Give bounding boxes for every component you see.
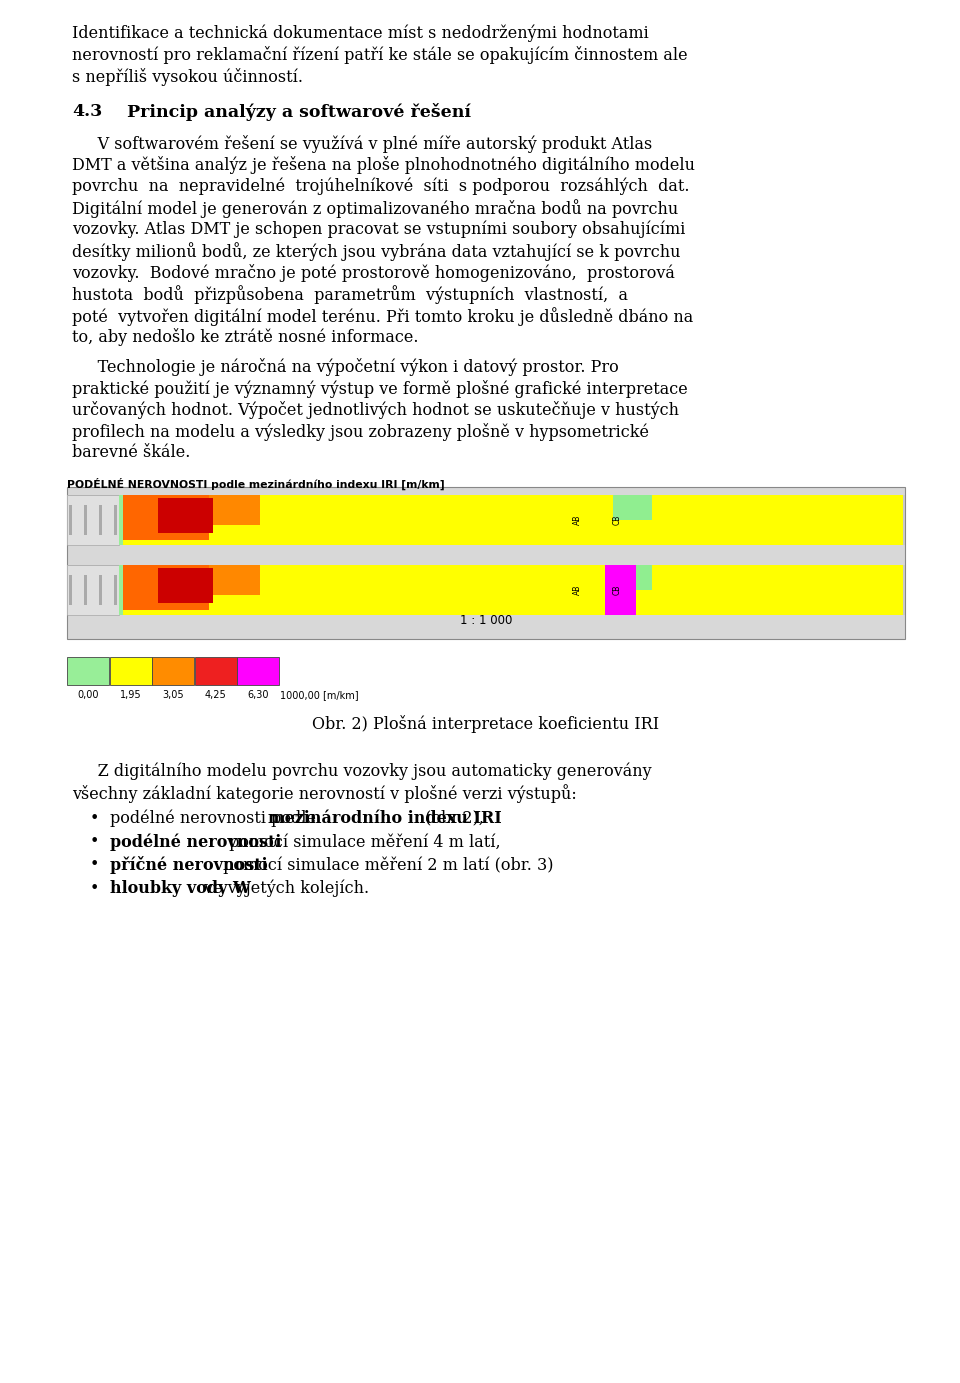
Text: pomocí simulace měření 4 m latí,: pomocí simulace měření 4 m latí,	[224, 833, 500, 851]
Bar	[209, 495, 260, 526]
Text: hloubky vody W: hloubky vody W	[110, 880, 251, 896]
Text: •: •	[89, 880, 99, 896]
Text: AB: AB	[573, 585, 582, 596]
Bar	[109, 657, 152, 685]
Text: podélné nerovnosti podle: podélné nerovnosti podle	[110, 810, 322, 827]
Bar	[99, 505, 102, 535]
Text: •: •	[89, 833, 99, 851]
Text: praktické použití je významný výstup ve formě plošné grafické interpretace: praktické použití je významný výstup ve …	[72, 380, 687, 398]
Bar	[84, 575, 87, 606]
Bar	[605, 566, 636, 615]
Text: Digitální model je generován z optimalizovaného mračna bodů na povrchu: Digitální model je generován z optimaliz…	[72, 199, 679, 219]
Text: vozovky. Atlas DMT je schopen pracovat se vstupními soubory obsahujícími: vozovky. Atlas DMT je schopen pracovat s…	[72, 221, 685, 238]
Text: Princip analýzy a softwarové řešení: Princip analýzy a softwarové řešení	[127, 104, 471, 122]
Bar	[99, 575, 102, 606]
Text: vozovky.  Bodové mračno je poté prostorově homogenizováno,  prostorová: vozovky. Bodové mračno je poté prostorov…	[72, 264, 675, 282]
Bar	[67, 566, 119, 615]
Text: PODÉLNÉ NEROVNOSTI podle mezinárdního indexu IRI [m/km]: PODÉLNÉ NEROVNOSTI podle mezinárdního in…	[67, 477, 444, 490]
FancyBboxPatch shape	[67, 487, 905, 639]
Text: (obr.2),: (obr.2),	[420, 810, 484, 827]
Bar	[114, 575, 117, 606]
Text: barevné škále.: barevné škále.	[72, 444, 190, 462]
Text: Identifikace a technická dokumentace míst s nedodrženými hodnotami: Identifikace a technická dokumentace mís…	[72, 25, 649, 43]
Text: CB: CB	[612, 514, 621, 526]
Bar	[119, 566, 123, 615]
Text: ve vyjetých kolejích.: ve vyjetých kolejích.	[199, 880, 369, 898]
Bar	[123, 566, 209, 610]
Bar	[123, 495, 209, 541]
Text: profilech na modelu a výsledky jsou zobrazeny plošně v hypsometrické: profilech na modelu a výsledky jsou zobr…	[72, 423, 649, 441]
Text: 1000,00 [m/km]: 1000,00 [m/km]	[279, 690, 358, 700]
Bar	[612, 495, 652, 520]
Text: podélné nerovnosti: podélné nerovnosti	[110, 833, 281, 851]
Text: příčné nerovnosti: příčné nerovnosti	[110, 856, 268, 874]
Bar	[67, 657, 109, 685]
Text: 4,25: 4,25	[204, 690, 227, 700]
Bar	[67, 495, 905, 545]
Bar	[158, 568, 213, 603]
Text: •: •	[89, 856, 99, 873]
Text: poté  vytvořen digitální model terénu. Při tomto kroku je důsledně dbáno na: poté vytvořen digitální model terénu. Př…	[72, 307, 693, 325]
Text: V softwarovém řešení se využívá v plné míře autorský produkt Atlas: V softwarovém řešení se využívá v plné m…	[72, 134, 652, 152]
Bar	[612, 566, 652, 591]
Text: desítky milionů bodů, ze kterých jsou vybrána data vztahující se k povrchu: desítky milionů bodů, ze kterých jsou vy…	[72, 242, 681, 261]
Bar	[195, 657, 236, 685]
Bar	[209, 566, 260, 595]
Bar	[67, 495, 119, 545]
Bar	[69, 575, 72, 606]
Text: hustota  bodů  přizpůsobena  parametrům  výstupních  vlastností,  a: hustota bodů přizpůsobena parametrům výs…	[72, 285, 628, 304]
Text: nerovností pro reklamační řízení patří ke stále se opakujícím činnostem ale: nerovností pro reklamační řízení patří k…	[72, 47, 687, 65]
Text: určovaných hodnot. Výpočet jednotlivých hodnot se uskutečňuje v hustých: určovaných hodnot. Výpočet jednotlivých …	[72, 401, 679, 419]
Text: 6,30: 6,30	[248, 690, 269, 700]
Bar	[237, 657, 279, 685]
Text: to, aby nedošlo ke ztrátě nosné informace.: to, aby nedošlo ke ztrátě nosné informac…	[72, 328, 419, 346]
Text: Technologie je náročná na výpočetní výkon i datový prostor. Pro: Technologie je náročná na výpočetní výko…	[72, 358, 619, 376]
Bar	[119, 495, 123, 545]
Text: 4.3: 4.3	[72, 104, 103, 120]
Text: mezinárodního indexu IRI: mezinárodního indexu IRI	[268, 810, 502, 827]
Text: Obr. 2) Plošná interpretace koeficientu IRI: Obr. 2) Plošná interpretace koeficientu …	[312, 715, 660, 733]
Text: povrchu  na  nepravidelné  trojúhelníkové  síti  s podporou  rozsáhlých  dat.: povrchu na nepravidelné trojúhelníkové s…	[72, 177, 689, 195]
Text: •: •	[89, 810, 99, 827]
Text: Z digitálního modelu povrchu vozovky jsou automaticky generovány: Z digitálního modelu povrchu vozovky jso…	[72, 762, 652, 780]
Text: pomocí simulace měření 2 m latí (obr. 3): pomocí simulace měření 2 m latí (obr. 3)	[218, 856, 553, 874]
Text: s nepříliš vysokou účinností.: s nepříliš vysokou účinností.	[72, 68, 303, 86]
Bar	[158, 498, 213, 532]
Bar	[69, 505, 72, 535]
Text: DMT a většina analýz je řešena na ploše plnohodnotného digitálního modelu: DMT a většina analýz je řešena na ploše …	[72, 156, 695, 174]
Bar	[84, 505, 87, 535]
Text: CB: CB	[612, 585, 621, 596]
Bar	[119, 566, 903, 615]
Text: 1,95: 1,95	[120, 690, 141, 700]
Text: 0,00: 0,00	[77, 690, 99, 700]
Bar	[67, 566, 905, 615]
Bar	[119, 495, 903, 545]
Text: všechny základní kategorie nerovností v plošné verzi výstupů:: všechny základní kategorie nerovností v …	[72, 784, 577, 804]
Bar	[114, 505, 117, 535]
Text: 3,05: 3,05	[162, 690, 183, 700]
Text: AB: AB	[573, 514, 582, 526]
Bar	[152, 657, 194, 685]
Text: 1 : 1 000: 1 : 1 000	[460, 614, 513, 628]
